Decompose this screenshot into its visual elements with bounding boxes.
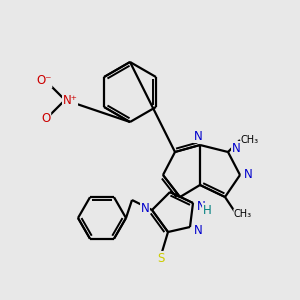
Text: N: N <box>141 202 149 214</box>
Text: N: N <box>196 200 206 212</box>
Text: O: O <box>41 112 51 125</box>
Text: N: N <box>194 130 202 142</box>
Text: N: N <box>244 169 252 182</box>
Text: CH₃: CH₃ <box>241 135 259 145</box>
Text: H: H <box>202 203 211 217</box>
Text: N: N <box>232 142 240 154</box>
Text: CH₃: CH₃ <box>234 209 252 219</box>
Text: O⁻: O⁻ <box>36 74 52 88</box>
Text: S: S <box>157 251 165 265</box>
Text: N: N <box>194 224 202 236</box>
Text: N⁺: N⁺ <box>63 94 77 106</box>
